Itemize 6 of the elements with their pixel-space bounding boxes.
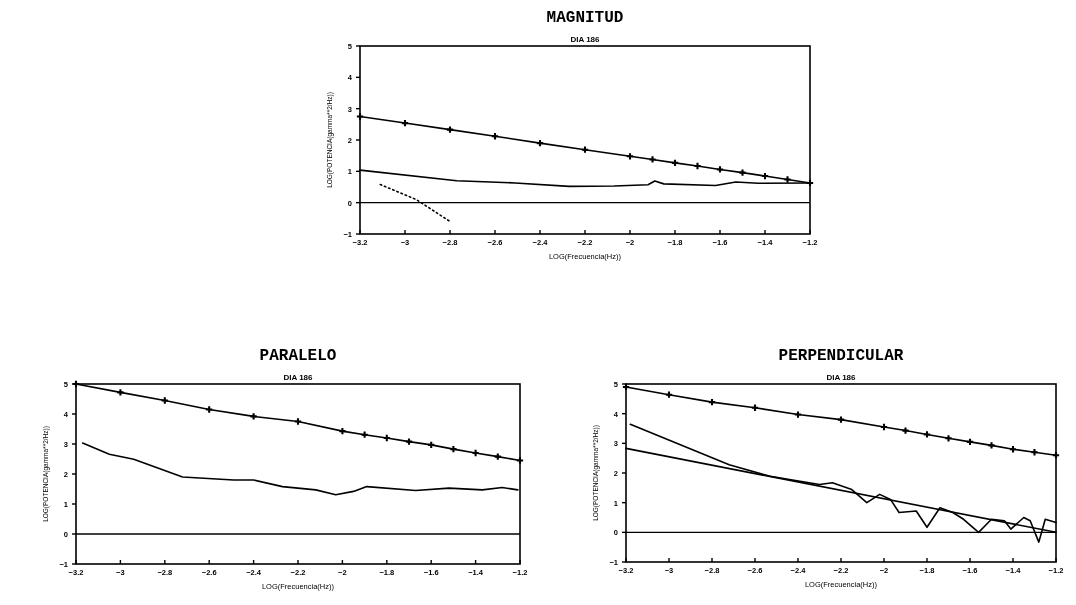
chart-subtitle: DIA 186	[826, 373, 857, 382]
chart-subtitle: DIA 186	[570, 35, 601, 44]
chart-title: PARALELO	[259, 347, 337, 365]
chart-subtitle: DIA 186	[283, 373, 314, 382]
chart-title: PERPENDICULAR	[778, 347, 904, 365]
chart-title: MAGNITUD	[546, 9, 624, 27]
